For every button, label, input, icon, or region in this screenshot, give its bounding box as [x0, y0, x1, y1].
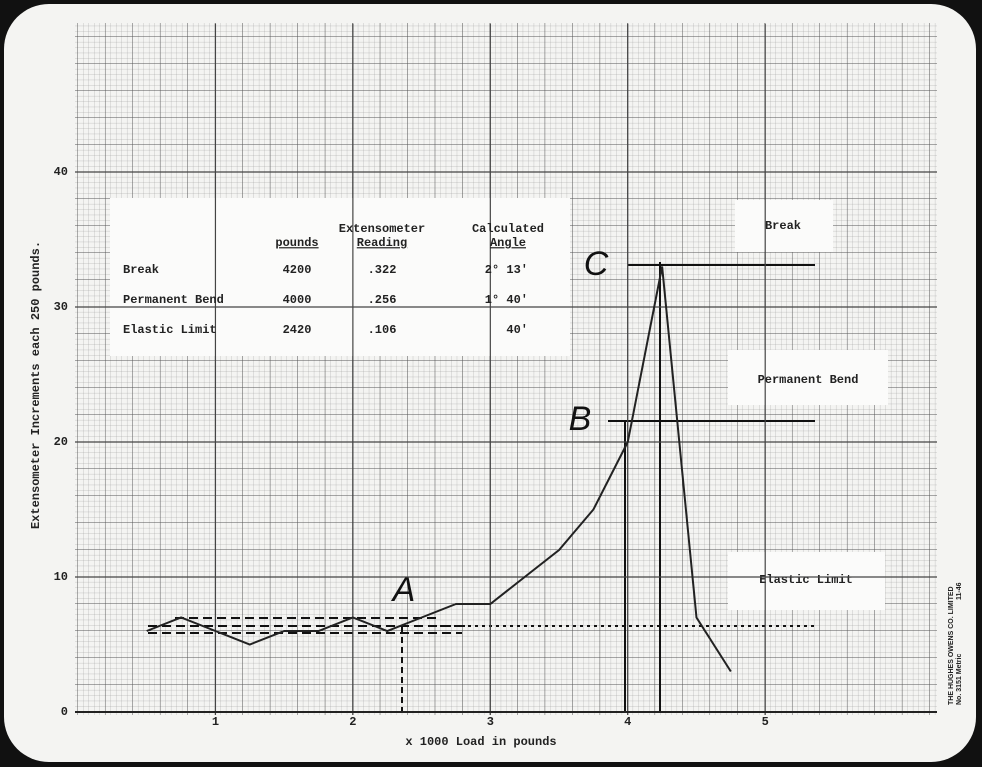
- y-tick-label: 20: [54, 435, 68, 449]
- imprint: No. 3151 Metric: [956, 654, 963, 705]
- x-tick-label: 3: [487, 715, 494, 729]
- table-cell: 40': [506, 323, 528, 337]
- x-tick-label: 5: [762, 715, 769, 729]
- table-cell: .256: [368, 293, 397, 307]
- y-tick-label: 10: [54, 570, 68, 584]
- y-tick-label: 0: [61, 705, 68, 719]
- table-cell: 2° 13': [485, 263, 528, 277]
- table-header: Extensometer: [339, 222, 425, 236]
- annotation-letter: B: [569, 400, 592, 438]
- imprint: 11-46: [956, 582, 963, 600]
- x-tick-label: 1: [212, 715, 219, 729]
- table-cell: .106: [368, 323, 397, 337]
- y-tick-label: 30: [54, 300, 68, 314]
- annotation: Break: [765, 219, 801, 233]
- x-tick-label: 4: [624, 715, 631, 729]
- table-header: pounds: [275, 236, 318, 250]
- y-axis-label: Extensometer Increments each 250 pounds.: [29, 241, 43, 529]
- table-cell: .322: [368, 263, 397, 277]
- table-row-label: Permanent Bend: [123, 293, 224, 307]
- table-row-label: Break: [123, 263, 159, 277]
- table-header: Calculated: [472, 222, 544, 236]
- x-axis-label: x 1000 Load in pounds: [405, 735, 556, 749]
- table-cell: 1° 40': [485, 293, 528, 307]
- annotation-letter: C: [584, 245, 609, 283]
- table-cell: 4200: [283, 263, 312, 277]
- imprint: THE HUGHES OWENS CO. LIMITED: [948, 586, 955, 705]
- annotation: Permanent Bend: [758, 373, 859, 387]
- table-header: Reading: [357, 236, 407, 250]
- table-cell: 2420: [283, 323, 312, 337]
- table-header: Angle: [490, 236, 526, 250]
- annotation: Elastic Limit: [759, 573, 853, 587]
- y-tick-label: 40: [54, 165, 68, 179]
- table-row-label: Elastic Limit: [123, 323, 217, 337]
- table-cell: 4000: [283, 293, 312, 307]
- chart: Break Permanent Bend Elastic Limit A B C…: [0, 0, 982, 767]
- page: Break Permanent Bend Elastic Limit A B C…: [0, 0, 982, 767]
- x-tick-label: 2: [349, 715, 356, 729]
